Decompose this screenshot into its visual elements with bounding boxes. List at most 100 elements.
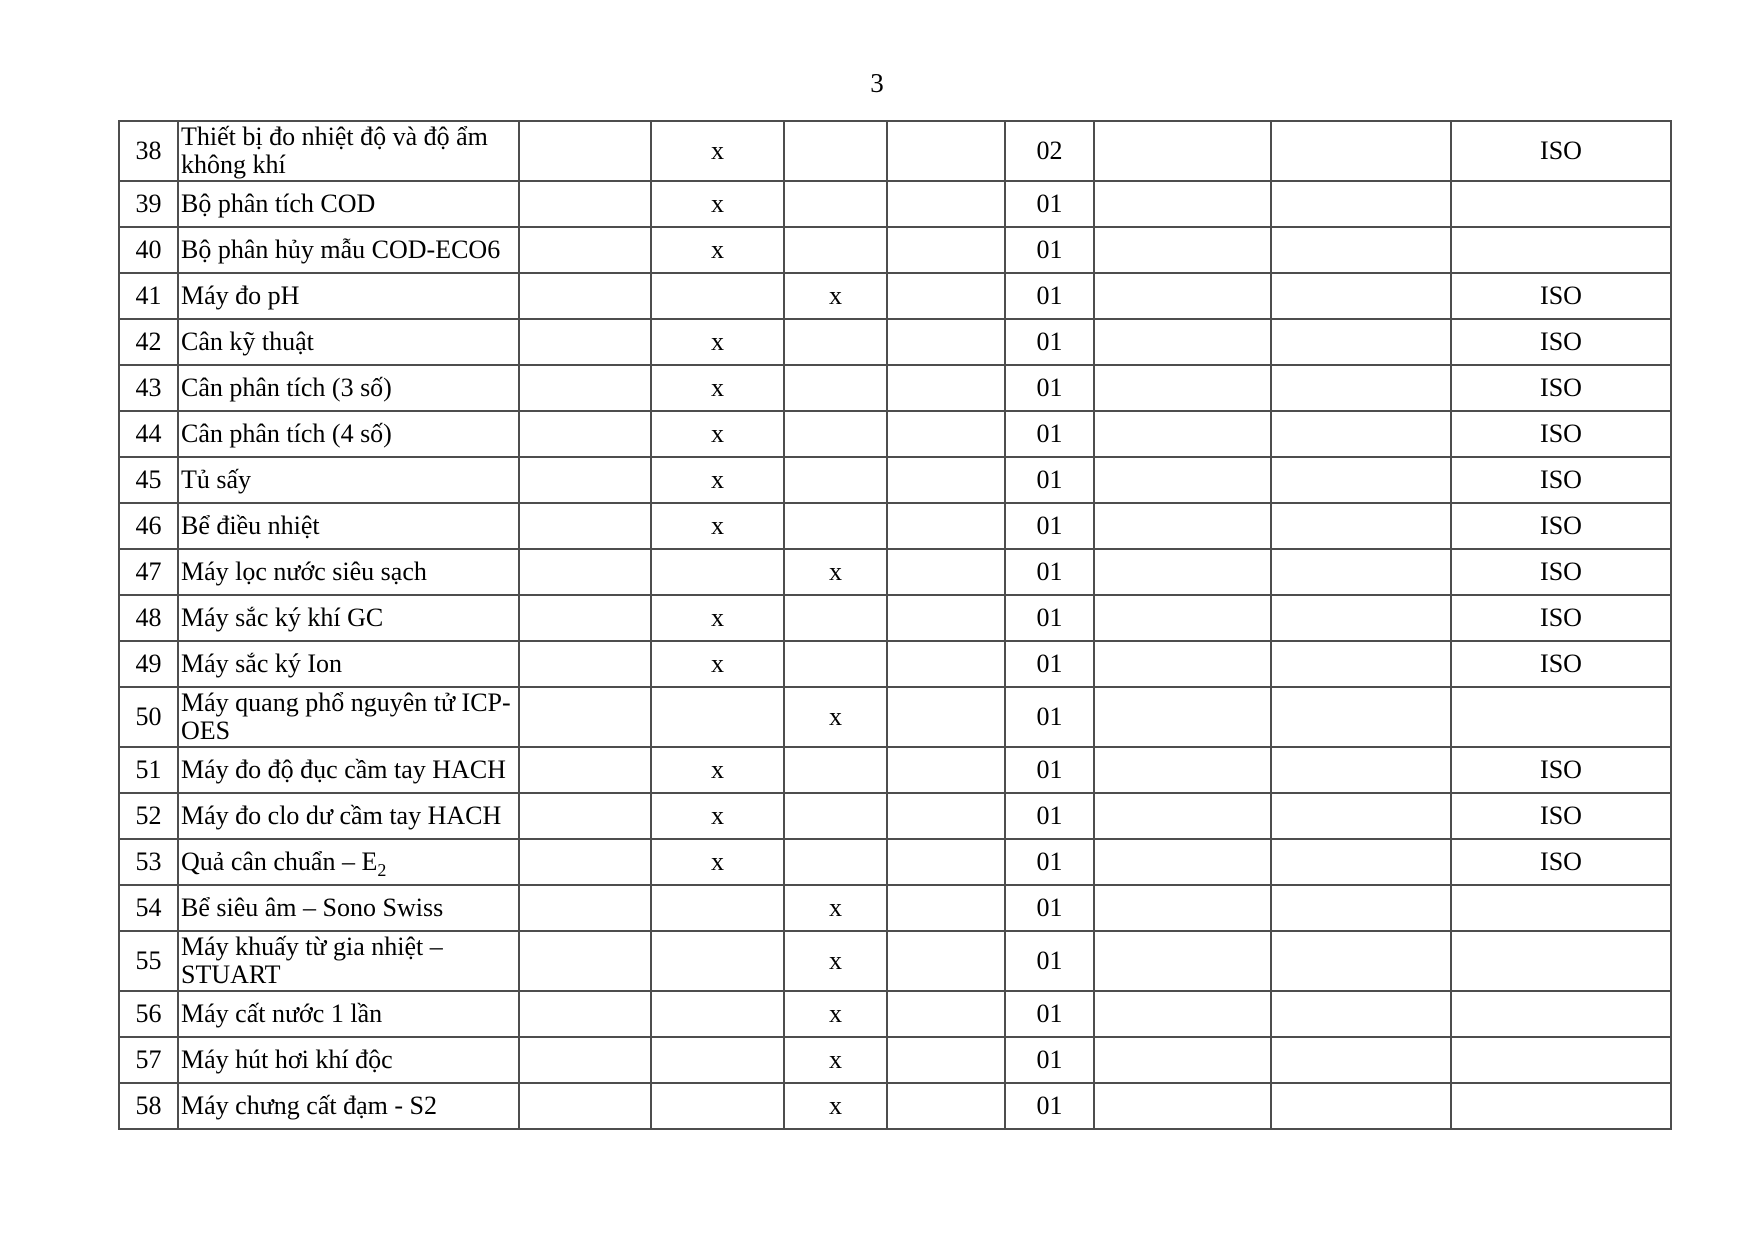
blank-cell-3 [1093,746,1272,794]
equipment-name-cell: Máy đo độ đục cầm tay HACH [177,746,520,794]
row-number-cell: 55 [118,930,179,992]
blank-cell-4 [1270,1036,1452,1084]
check-column-b-cell: x [783,548,888,596]
row-number-cell: 48 [118,594,179,642]
check-column-a-cell: x [650,502,785,550]
iso-cell [1450,226,1672,274]
equipment-name-cell: Bể siêu âm – Sono Swiss [177,884,520,932]
quantity-cell: 01 [1004,930,1095,992]
check-column-b-cell: x [783,990,888,1038]
check-column-b-cell: x [783,272,888,320]
row-number-cell: 53 [118,838,179,886]
iso-cell [1450,884,1672,932]
check-column-a-cell: x [650,594,785,642]
blank-cell-1 [518,120,652,182]
quantity-cell: 01 [1004,180,1095,228]
blank-cell-2 [886,364,1006,412]
blank-cell-1 [518,318,652,366]
blank-cell-2 [886,1036,1006,1084]
iso-cell [1450,1082,1672,1130]
blank-cell-1 [518,272,652,320]
blank-cell-2 [886,686,1006,748]
check-column-b-cell [783,594,888,642]
blank-cell-2 [886,548,1006,596]
check-column-a-cell [650,548,785,596]
check-column-b-cell [783,318,888,366]
blank-cell-4 [1270,884,1452,932]
blank-cell-4 [1270,364,1452,412]
check-column-b-cell [783,180,888,228]
table-row: 40 Bộ phân hủy mẫu COD-ECO6 x 01 [118,226,1672,274]
blank-cell-2 [886,120,1006,182]
equipment-table-body: 38 Thiết bị đo nhiệt độ và độ ẩm không kh… [118,120,1672,1130]
blank-cell-1 [518,686,652,748]
table-row: 39 Bộ phân tích COD x 01 [118,180,1672,228]
check-column-a-cell: x [650,410,785,458]
quantity-cell: 01 [1004,318,1095,366]
table-row: 44 Cân phân tích (4 số) x 01 ISO [118,410,1672,458]
check-column-b-cell: x [783,686,888,748]
blank-cell-3 [1093,456,1272,504]
blank-cell-1 [518,502,652,550]
blank-cell-3 [1093,318,1272,366]
blank-cell-1 [518,640,652,688]
row-number-cell: 43 [118,364,179,412]
check-column-a-cell: x [650,364,785,412]
check-column-b-cell [783,640,888,688]
quantity-cell: 01 [1004,364,1095,412]
iso-cell: ISO [1450,838,1672,886]
equipment-name-cell: Máy sắc ký khí GC [177,594,520,642]
iso-cell [1450,686,1672,748]
blank-cell-4 [1270,1082,1452,1130]
check-column-b-cell: x [783,930,888,992]
blank-cell-1 [518,930,652,992]
equipment-name-cell: Máy sắc ký Ion [177,640,520,688]
quantity-cell: 01 [1004,548,1095,596]
blank-cell-4 [1270,272,1452,320]
blank-cell-1 [518,792,652,840]
blank-cell-2 [886,502,1006,550]
check-column-a-cell [650,686,785,748]
row-number-cell: 57 [118,1036,179,1084]
blank-cell-1 [518,456,652,504]
blank-cell-2 [886,640,1006,688]
table-row: 41 Máy đo pH x 01 ISO [118,272,1672,320]
quantity-cell: 01 [1004,502,1095,550]
row-number-cell: 54 [118,884,179,932]
equipment-name-cell: Cân phân tích (4 số) [177,410,520,458]
row-number-cell: 51 [118,746,179,794]
check-column-b-cell [783,792,888,840]
check-column-a-cell [650,1036,785,1084]
check-column-a-cell [650,930,785,992]
check-column-b-cell [783,746,888,794]
quantity-cell: 01 [1004,640,1095,688]
table-row: 45 Tủ sấy x 01 ISO [118,456,1672,504]
blank-cell-2 [886,884,1006,932]
equipment-name-cell: Máy quang phổ nguyên tử ICP-OES [177,686,520,748]
blank-cell-2 [886,746,1006,794]
check-column-b-cell [783,120,888,182]
check-column-b-cell: x [783,1082,888,1130]
quantity-cell: 01 [1004,1082,1095,1130]
check-column-a-cell: x [650,226,785,274]
table-row: 56 Máy cất nước 1 lần x 01 [118,990,1672,1038]
check-column-b-cell [783,364,888,412]
equipment-name-cell: Bộ phân hủy mẫu COD-ECO6 [177,226,520,274]
row-number-cell: 41 [118,272,179,320]
iso-cell [1450,990,1672,1038]
blank-cell-4 [1270,226,1452,274]
blank-cell-2 [886,930,1006,992]
blank-cell-3 [1093,930,1272,992]
blank-cell-4 [1270,502,1452,550]
blank-cell-2 [886,318,1006,366]
blank-cell-1 [518,410,652,458]
table-row: 47 Máy lọc nước siêu sạch x 01 ISO [118,548,1672,596]
blank-cell-1 [518,226,652,274]
blank-cell-2 [886,792,1006,840]
table-row: 53 Quả cân chuẩn – E2 x 01 ISO [118,838,1672,886]
quantity-cell: 01 [1004,792,1095,840]
iso-cell: ISO [1450,640,1672,688]
check-column-a-cell: x [650,318,785,366]
check-column-b-cell [783,838,888,886]
check-column-a-cell: x [650,120,785,182]
